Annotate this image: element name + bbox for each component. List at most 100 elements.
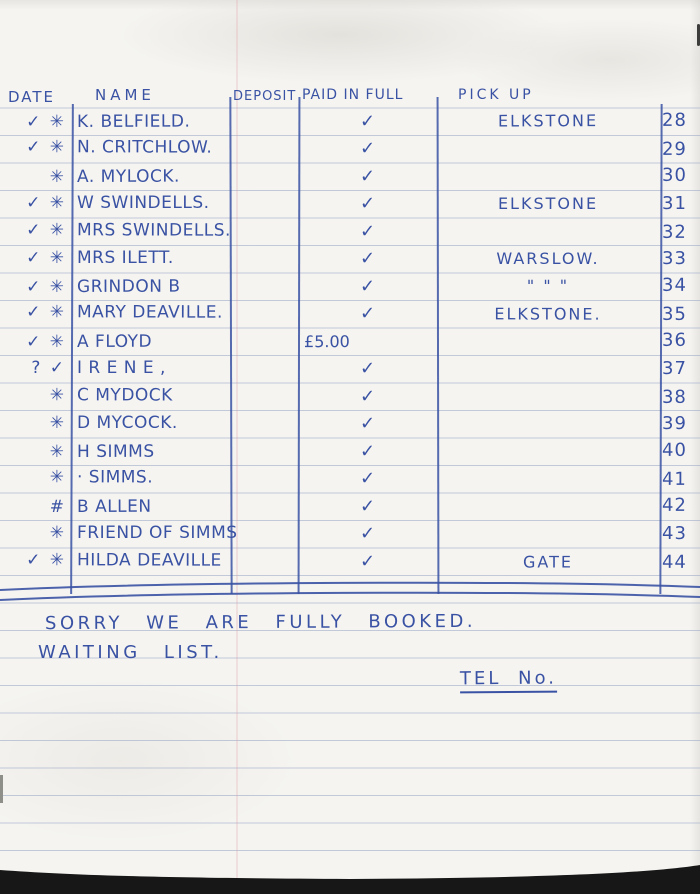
date-marks: ✓ ✳ [26,193,66,213]
pickup-location: ELKSTONE [497,194,599,213]
booking-number: 40 [661,439,687,461]
date-marks: ✓ ✳ [26,302,67,323]
guest-name: A FLOYD [76,331,153,352]
date-marks: ✳ [49,413,66,433]
guest-name: B ALLEN [76,496,152,517]
table-row: ✳ H SIMMS ✓ 40 [0,436,700,466]
scan-edge-left-mark [0,775,3,803]
paid-in-full-mark: ✓ [359,110,376,132]
guest-name: FRIEND OF SIMMS [77,523,238,543]
page-crease-line [236,0,238,894]
table-row: ✳ C MYDOCK ✓ 38 [0,382,700,411]
pickup-location: ELKSTONE [497,110,599,130]
pickup-location: GATE [522,551,574,572]
date-marks: ✳ [49,441,67,462]
table-row: ✳ A. MYLOCK. ✓ 30 [0,161,700,191]
table-row: ✳ D MYCOCK. ✓ 39 [0,410,700,438]
guest-name: D MYCOCK. [77,413,178,433]
paid-in-full-mark: ✓ [359,440,376,462]
col-header-deposit: DEPOSIT [233,89,297,104]
guest-name: K. BELFIELD. [76,111,191,132]
pickup-location [440,465,656,493]
guest-name: MRS ILETT. [77,248,174,268]
col-header-paid-in-full: PAID IN FULL [302,87,404,103]
date-marks: ✓ ✳ [26,331,67,352]
table-row: ✓ ✳ N. CRITCHLOW. ✓ 29 [0,134,700,163]
booking-number: 39 [662,413,687,434]
paid-in-full-mark: ✓ [359,468,376,490]
date-marks: ✳ [49,384,67,405]
booking-number: 32 [661,221,687,243]
booking-number: 41 [661,468,687,490]
pickup-location [440,218,656,246]
pickup-location [440,491,656,519]
scan-edge-bottom [0,865,700,894]
pickup-location [440,436,656,464]
paid-in-full-mark: ✓ [359,550,376,572]
deposit-amount: £5.00 [303,331,350,351]
paid-in-full-mark: ✓ [359,303,376,325]
date-marks: ✓ ✳ [26,137,67,158]
table-row: ✓ ✳ HILDA DEAVILLE ✓ GATE 44 [0,547,700,576]
booking-number: 37 [662,358,687,379]
date-marks: ✳ [49,166,67,187]
table-row: ? ✓ I R E N E , ✓ 37 [0,355,700,383]
table-bottom-rule [0,581,700,601]
booking-number: 28 [661,109,687,131]
pickup-location [440,135,656,163]
date-marks: ✓ ✳ [26,219,67,240]
guest-name: MRS SWINDELLS. [76,219,232,241]
pickup-location [440,410,656,438]
booking-number: 33 [662,248,687,269]
table-row: # B ALLEN ✓ 42 [0,491,700,521]
table-row: ✓ ✳ MARY DEAVILLE. ✓ ELKSTONE. 35 [0,299,700,328]
pickup-location: WARSLOW. [496,249,600,268]
booking-number: 31 [662,193,687,214]
pickup-location: " " " [526,275,570,295]
date-marks: ✓ ✳ [26,276,67,297]
date-marks: ✓ ✳ [26,111,67,132]
booking-number: 36 [661,329,687,351]
guest-name: A. MYLOCK. [76,166,180,187]
pickup-location [440,326,656,354]
paid-in-full-mark: ✓ [359,495,376,517]
booking-number: 43 [662,523,687,544]
table-row: ✓ ✳ K. BELFIELD. ✓ ELKSTONE 28 [0,106,700,136]
col-header-date: DATE [8,88,56,106]
booking-number: 30 [661,164,687,186]
guest-name: GRINDON B [76,276,181,297]
table-row: ✳ · SIMMS. ✓ 41 [0,464,700,493]
guest-name: HILDA DEAVILLE [76,549,222,571]
waiting-list-note: WAITING LIST. [38,642,223,663]
date-marks: ✳ [49,467,67,488]
paid-in-full-mark: ✓ [359,523,376,544]
pickup-location [440,355,656,383]
guest-name: C MYDOCK [76,384,173,406]
booking-number: 44 [661,551,687,573]
scan-edge-right-mark [697,24,700,46]
col-header-name: NAME [95,86,155,104]
pickup-location: ELKSTONE. [494,304,602,324]
booking-number: 38 [661,386,687,408]
paid-in-full-mark: ✓ [359,413,376,434]
col-header-pick-up: PICK UP [458,87,534,103]
booking-number: 35 [661,303,687,325]
paid-in-full-mark: ✓ [359,358,376,379]
table-row: ✓ ✳ W SWINDELLS. ✓ ELKSTONE 31 [0,190,700,218]
booking-number: 34 [661,274,687,296]
paid-in-full-mark: ✓ [359,248,376,269]
booking-number: 42 [661,494,687,516]
pickup-location [440,161,656,189]
date-marks: ✓ ✳ [26,549,67,570]
date-marks: # [49,496,67,517]
guest-name: I R E N E , [77,358,166,378]
paid-in-full-mark: ✓ [359,220,376,242]
table-row: ✓ ✳ MRS ILETT. ✓ WARSLOW. 33 [0,245,700,273]
table-row: ✓ ✳ GRINDON B ✓ " " " 34 [0,271,700,301]
guest-name: N. CRITCHLOW. [76,137,213,158]
paid-in-full-mark: ✓ [359,165,376,187]
date-marks: ? ✓ [31,358,66,378]
table-row: ✳ FRIEND OF SIMMS ✓ 43 [0,520,700,548]
table-row: ✓ ✳ MRS SWINDELLS. ✓ 32 [0,217,700,246]
